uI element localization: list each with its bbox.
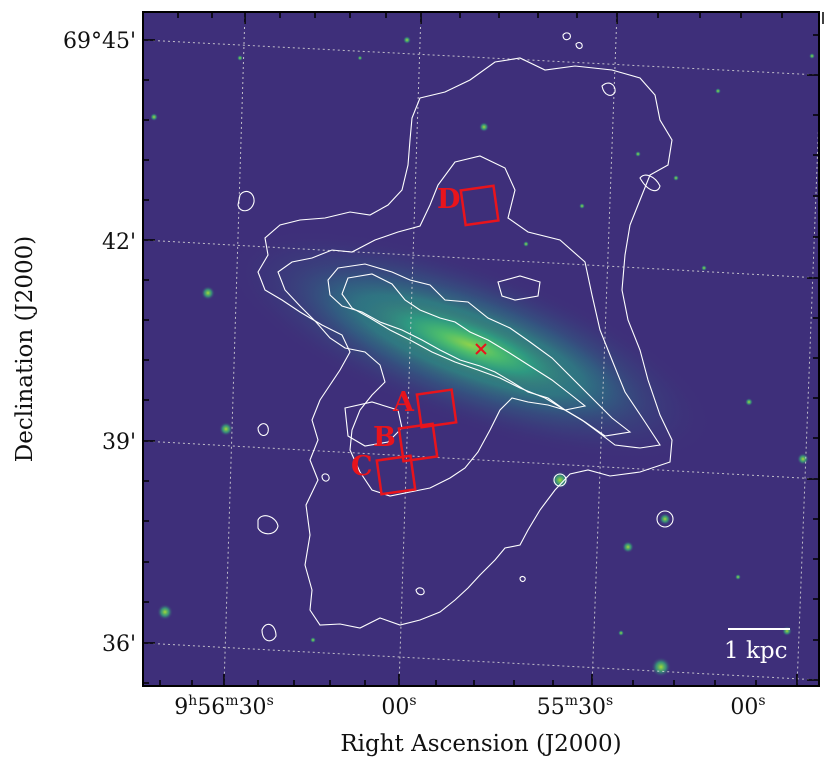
x-tick-label: 00s [381, 693, 416, 720]
region-box-a [415, 388, 458, 429]
region-box-d [459, 184, 500, 227]
x-tick-label: 55m30s [537, 693, 613, 720]
hi-contours [237, 32, 674, 642]
inner-contour-1 [327, 263, 632, 437]
knot-contour-7 [321, 473, 330, 482]
x-axis-title: Right Ascension (J2000) [340, 731, 621, 757]
cross-icon [475, 343, 487, 355]
knot-contour-8 [601, 82, 616, 96]
knot-contour-10 [575, 42, 583, 49]
knot-contour-11 [639, 174, 661, 192]
x-tick-label: 00s [730, 693, 765, 720]
y-axis-title: Declination (J2000) [12, 236, 38, 462]
knot-contour-5 [257, 515, 279, 535]
knot-contour-13 [519, 575, 526, 583]
knot-contour-9 [562, 32, 571, 41]
x-tick-label: 9h56m30s [174, 693, 274, 720]
scale-bar-label: 1 kpc [724, 638, 788, 664]
plot-frame [142, 11, 820, 687]
knot-contour-12 [415, 587, 425, 596]
middle-contour [277, 155, 661, 497]
star-contour-1 [553, 473, 567, 487]
knot-contour-4 [257, 423, 269, 437]
y-tick-label: 69°45' [63, 29, 136, 54]
region-label-c: C [351, 451, 373, 482]
galaxy-disk [224, 228, 716, 462]
y-tick-label: 36' [102, 632, 136, 657]
coordinate-grid [143, 12, 819, 686]
knot-contour-1 [497, 275, 541, 301]
region-box-b [397, 422, 439, 463]
region-label-d: D [437, 184, 460, 215]
outer-contour [257, 57, 673, 629]
region-label-a: A [392, 387, 415, 418]
knot-contour-6 [261, 623, 277, 642]
y-tick-label: 39' [102, 430, 136, 455]
star-contour-2 [656, 510, 674, 528]
region-boxes [375, 184, 500, 496]
tick-marks [143, 12, 824, 686]
inner-contour-2 [341, 273, 587, 411]
region-box-c [375, 454, 417, 496]
knot-contour-2 [344, 401, 403, 447]
knot-contour-3 [237, 190, 255, 212]
region-label-b: B [373, 422, 396, 453]
y-tick-label: 42' [102, 230, 136, 255]
